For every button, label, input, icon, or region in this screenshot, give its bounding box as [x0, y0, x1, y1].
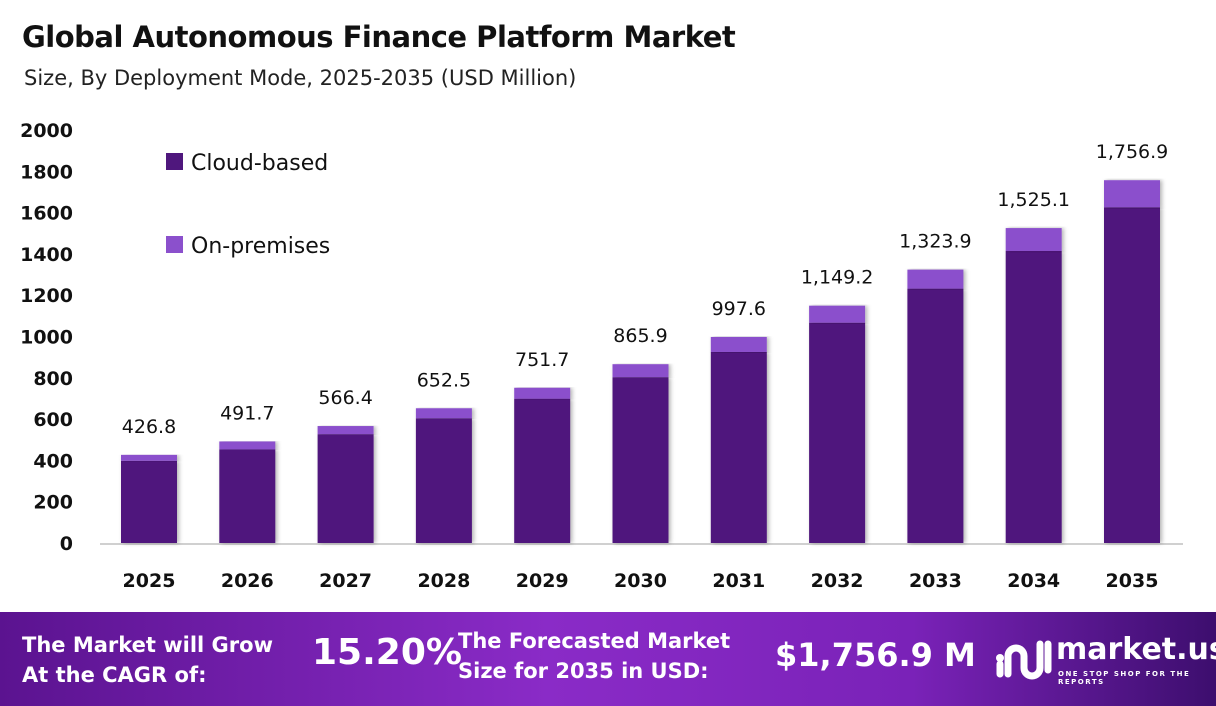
bar-cloud-based-2035: [1104, 207, 1160, 543]
bar-on-premises-2028: [415, 408, 472, 419]
bar-on-premises-2030: [612, 364, 669, 378]
legend-label: Cloud-based: [191, 151, 328, 176]
x-tick-label: 2028: [417, 570, 470, 592]
footer-banner: The Market will Grow At the CAGR of: 15.…: [0, 612, 1216, 706]
y-tick-label: 1400: [20, 244, 73, 266]
data-label: 865.9: [613, 325, 667, 347]
logo-text: market.us: [1056, 632, 1216, 667]
x-tick-label: 2034: [1007, 570, 1060, 592]
bar-cloud-based-2026: [219, 449, 276, 543]
bar-cloud-based-2031: [710, 351, 767, 543]
bar-on-premises-2025: [121, 454, 177, 461]
y-tick-label: 1200: [20, 285, 73, 307]
bar-on-premises-2035: [1104, 180, 1160, 208]
y-tick-label: 2000: [20, 120, 73, 142]
bar-on-premises-2033: [907, 269, 964, 289]
logo-tagline: ONE STOP SHOP FOR THE REPORTS: [1058, 670, 1191, 686]
y-tick-label: 800: [33, 368, 73, 390]
cagr-label-line1: The Market will Grow: [22, 633, 273, 657]
market-us-logo: market.us ONE STOP SHOP FOR THE REPORTS: [992, 632, 1216, 686]
logo-icon: [996, 640, 1052, 680]
bar-cloud-based-2033: [907, 288, 964, 543]
data-label: 1,525.1: [997, 189, 1070, 211]
y-tick-label: 400: [33, 450, 73, 472]
cagr-label: The Market will Grow At the CAGR of:: [22, 630, 273, 690]
forecast-label: The Forecasted Market Size for 2035 in U…: [458, 626, 730, 686]
y-tick-label: 1800: [20, 161, 73, 183]
forecast-label-line1: The Forecasted Market: [458, 629, 731, 653]
y-tick-label: 1000: [20, 327, 73, 349]
data-label: 491.7: [220, 402, 274, 424]
x-tick-label: 2035: [1106, 570, 1159, 592]
x-tick-label: 2025: [123, 570, 176, 592]
cagr-value: 15.20%: [312, 632, 462, 673]
data-label: 426.8: [122, 416, 176, 438]
bar-cloud-based-2032: [809, 322, 866, 543]
bar-on-premises-2031: [710, 336, 767, 352]
bar-cloud-based-2027: [317, 434, 374, 543]
x-tick-label: 2029: [516, 570, 569, 592]
bar-cloud-based-2034: [1005, 251, 1062, 543]
data-label: 1,149.2: [801, 267, 874, 289]
y-tick-label: 1600: [20, 203, 73, 225]
cagr-label-line2: At the CAGR of:: [22, 663, 207, 687]
chart-title: Global Autonomous Finance Platform Marke…: [22, 20, 736, 54]
data-label: 751.7: [515, 349, 569, 371]
x-tick-label: 2026: [221, 570, 274, 592]
data-label: 1,756.9: [1096, 141, 1169, 163]
bar-cloud-based-2030: [612, 377, 669, 543]
data-label: 1,323.9: [899, 231, 972, 253]
data-label: 566.4: [318, 387, 372, 409]
bar-on-premises-2034: [1005, 228, 1062, 252]
forecast-label-line2: Size for 2035 in USD:: [458, 659, 709, 683]
x-tick-label: 2031: [712, 570, 765, 592]
forecast-value: $1,756.9 M: [775, 636, 976, 674]
bar-on-premises-2027: [317, 426, 374, 435]
chart-subtitle: Size, By Deployment Mode, 2025-2035 (USD…: [24, 66, 577, 90]
bar-cloud-based-2028: [415, 418, 472, 543]
data-label: 997.6: [712, 298, 766, 320]
bar-cloud-based-2025: [121, 460, 177, 543]
x-tick-label: 2027: [319, 570, 372, 592]
bar-cloud-based-2029: [514, 398, 571, 543]
bar-on-premises-2029: [514, 387, 571, 399]
y-tick-label: 0: [60, 533, 73, 555]
legend-swatch: [166, 236, 183, 253]
bar-on-premises-2026: [219, 441, 276, 450]
bar-chart: 0 200 400 600 800 1000 1200 1400 1600 1800 2000 426…: [20, 120, 1183, 592]
data-label: 652.5: [417, 369, 471, 391]
y-tick-label: 200: [33, 492, 73, 514]
x-tick-label: 2032: [811, 570, 864, 592]
x-tick-label: 2033: [909, 570, 962, 592]
y-tick-label: 600: [33, 409, 73, 431]
legend-label: On-premises: [191, 234, 330, 259]
legend-swatch: [166, 153, 183, 170]
x-tick-label: 2030: [614, 570, 667, 592]
bar-on-premises-2032: [809, 305, 866, 323]
